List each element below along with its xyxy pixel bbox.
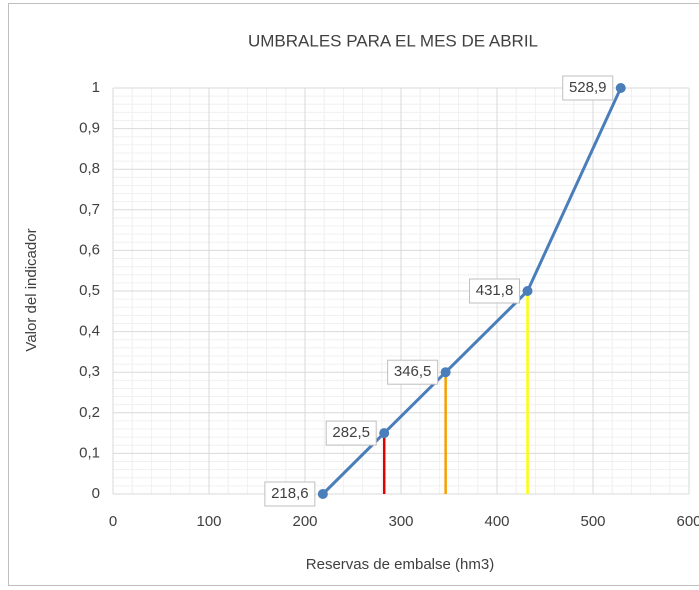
x-tick-label: 500: [580, 513, 605, 530]
y-tick-label: 0,6: [79, 241, 100, 258]
data-label-box: [562, 75, 614, 101]
grid: [112, 87, 690, 495]
data-label: 218,6: [271, 485, 309, 502]
point: [440, 367, 451, 378]
point: [615, 83, 626, 93]
x-tick-label: 0: [109, 513, 117, 530]
x-tick-label: 600: [676, 513, 699, 530]
data-label: 528,9: [569, 79, 607, 96]
x-axis-label: Reservas de embalse (hm3): [306, 556, 494, 573]
y-tick-label: 0,7: [79, 201, 100, 218]
y-tick-label: 0,8: [79, 160, 100, 177]
data-label: 282,5: [332, 424, 370, 441]
y-tick-label: 0,1: [79, 444, 100, 461]
point: [317, 489, 328, 499]
x-tick-label: 300: [388, 513, 413, 530]
y-tick-label: 1: [92, 79, 100, 96]
x-tick-label: 100: [196, 513, 221, 530]
y-tick-label: 0: [92, 485, 100, 502]
point: [522, 286, 533, 296]
y-axis-label: Valor del indicador: [23, 228, 40, 351]
y-tick-label: 0,9: [79, 120, 100, 137]
data-label: 431,8: [476, 282, 514, 299]
y-tick-label: 0,3: [79, 363, 100, 380]
chart-title: UMBRALES PARA EL MES DE ABRIL: [248, 31, 538, 50]
point: [379, 428, 390, 439]
y-tick-label: 0,5: [79, 282, 100, 299]
x-tick-label: 200: [292, 513, 317, 530]
y-tick-label: 0,2: [79, 404, 100, 421]
data-label-box: [469, 278, 521, 304]
data-label-box: [325, 420, 377, 446]
data-label-box: [387, 359, 439, 385]
data-label: 346,5: [394, 363, 432, 380]
y-tick-label: 0,4: [79, 323, 100, 340]
x-tick-label: 400: [484, 513, 509, 530]
data-label-box: [264, 481, 316, 507]
